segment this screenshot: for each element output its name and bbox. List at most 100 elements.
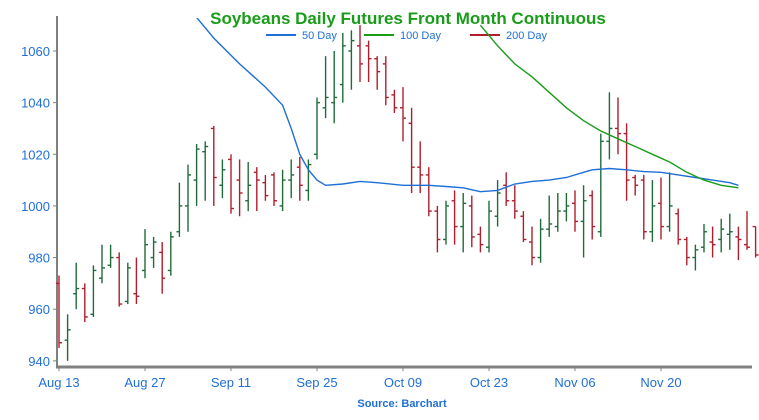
ohlc-bar [752,225,759,258]
x-tick-label: Oct 23 [470,375,508,390]
legend-item: 100 Day [364,30,441,42]
y-tick-label: 1000 [21,199,50,214]
ohlc-bar [735,226,742,261]
chart-source: Source: Barchart [357,398,447,410]
ohlc-bar [726,213,733,250]
ohlc-bar [400,87,406,142]
legend-label: 100 Day [400,30,441,42]
ohlc-bar [176,182,183,237]
ohlc-bar [64,314,71,361]
x-tick-label: Oct 09 [384,375,422,390]
moving-average-lines [196,18,739,193]
ohlc-bar [288,159,295,199]
ohlc-bar [494,180,501,227]
legend-label: 50 Day [302,30,337,42]
y-tick-label: 1040 [21,96,50,111]
x-tick-label: Sep 25 [296,375,337,390]
ohlc-bar [124,262,131,305]
ohlc-bar [90,265,97,317]
ohlc-bar [580,185,587,258]
ohlc-bar [408,107,415,193]
ohlc-bar [477,226,484,253]
ohlc-bar [546,195,553,237]
ohlc-bar [468,195,475,248]
ohlc-bar [322,56,329,119]
ohlc-bar [279,169,286,212]
ohlc-bar [666,172,673,232]
ohlc-bar [219,159,226,199]
ohlc-bar [193,143,200,206]
ohlc-bar [425,167,432,217]
ohlc-bar [331,50,338,124]
y-tick-label: 1020 [21,147,50,162]
ohlc-bar [107,244,114,268]
ohlc-bar [81,283,88,323]
ohlc-bar [382,56,389,106]
ohlc-bar [262,174,269,201]
ohlc-bar [563,193,570,222]
ohlc-bar [658,177,664,240]
ohlc-bar [675,208,682,245]
ohlc-bar [133,257,140,305]
chart-legend: 50 Day 100 Day 200 Day [266,30,547,42]
ohlc-bar [99,244,105,284]
ohlc-bar [374,56,381,90]
ohlc-bar [417,141,424,193]
ohlc-bar [253,167,260,212]
ohlc-bar [597,133,604,237]
ohlc-bar [632,174,639,196]
ohlc-bar [56,275,62,348]
legend-item: 50 Day [266,30,337,42]
ohlc-bar [434,205,441,253]
x-tick-label: Aug 13 [38,375,79,390]
x-tick-label: Nov 06 [554,375,595,390]
y-tick-label: 1060 [21,44,50,59]
y-tick-label: 960 [28,302,50,317]
ohlc-bar [451,190,458,245]
chart-axes [56,16,752,369]
y-tick-label: 980 [28,251,50,266]
ohlc-bar [537,218,544,263]
ohlc-bar [228,154,234,214]
ohlc-bar [305,159,312,201]
price-bars [56,25,759,361]
ohlc-bar [572,190,578,232]
ohlc-bar [649,180,656,243]
ohlc-bar [589,190,596,240]
ohlc-bar [357,25,363,82]
x-tick-label: Nov 20 [640,375,681,390]
ohlc-bar [623,123,630,201]
ohlc-bar [443,200,449,245]
ohlc-bar [683,236,690,266]
ohlc-bar [348,30,355,90]
ohlc-bar [718,218,725,253]
ma50-line [196,18,739,193]
ohlc-bar [210,125,217,206]
ohlc-bar [520,211,527,243]
ohlc-bar [116,252,123,307]
ohlc-bar [167,231,174,276]
ohlc-bar [460,193,467,253]
ohlc-bar [640,174,647,240]
x-axis-ticks: Aug 13 Aug 27 Sep 11 Sep 25 Oct 09 Oct 23 Nov … [38,367,682,390]
ohlc-bar [606,92,613,160]
x-tick-label: Sep 11 [211,375,251,390]
ohlc-bar [314,97,320,160]
ohlc-bar [744,211,750,250]
ma100-line [479,24,739,189]
x-tick-label: Aug 27 [124,375,165,390]
legend-label: 200 Day [506,30,547,42]
ohlc-bar [159,242,166,294]
ohlc-bar [709,226,716,258]
y-tick-label: 940 [28,354,50,369]
ohlc-bar [150,236,157,268]
y-axis-ticks: 940 960 980 1000 1020 1040 1060 [21,44,57,369]
ohlc-bar [486,200,492,253]
ohlc-bar [185,164,191,232]
ohlc-bar [554,193,561,232]
ohlc-bar [391,89,398,113]
ohlc-bar [365,40,372,82]
ohlc-bar [142,229,148,279]
ohlc-bar [296,156,303,201]
